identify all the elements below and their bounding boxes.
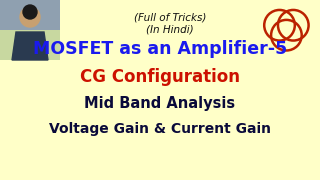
Bar [0, 30, 60, 60]
Circle shape [23, 5, 37, 19]
Bar [0, 0, 60, 60]
Text: Mid Band Analysis: Mid Band Analysis [84, 96, 236, 111]
Text: CG Configuration: CG Configuration [80, 68, 240, 86]
Text: (In Hindi): (In Hindi) [146, 25, 194, 35]
Text: (Full of Tricks): (Full of Tricks) [134, 12, 206, 22]
Circle shape [20, 7, 40, 27]
Text: Voltage Gain & Current Gain: Voltage Gain & Current Gain [49, 122, 271, 136]
Polygon shape [12, 32, 48, 60]
Text: MOSFET as an Amplifier-5: MOSFET as an Amplifier-5 [33, 40, 287, 58]
